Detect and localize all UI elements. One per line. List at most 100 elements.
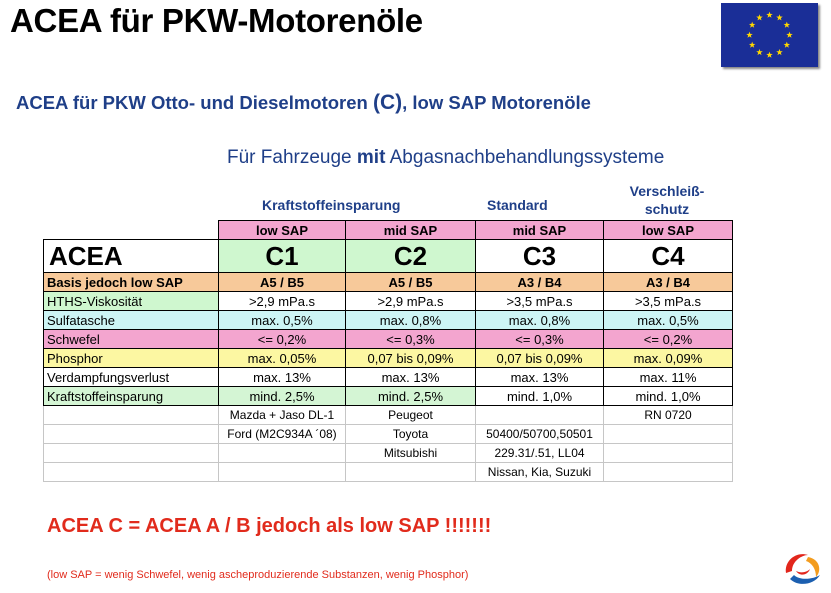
sap-c1: low SAP xyxy=(218,220,346,240)
footnote-text: (low SAP = wenig Schwefel, wenig aschepr… xyxy=(47,569,469,581)
sap-c4: low SAP xyxy=(603,220,733,240)
table-cell: max. 0,09% xyxy=(603,348,733,368)
spec-cell: Nissan, Kia, Suzuki xyxy=(475,462,604,482)
spec-cell: 229.31/.51, LL04 xyxy=(475,443,604,463)
sap-empty-cell xyxy=(44,221,219,240)
vehicles-prefix: Für Fahrzeuge xyxy=(227,147,357,168)
table-cell: mind. 1,0% xyxy=(603,386,733,406)
vehicles-suffix: Abgasnachbehandlungssysteme xyxy=(385,147,665,168)
star-icon xyxy=(746,31,753,38)
table-cell: mind. 2,5% xyxy=(218,386,346,406)
group-wear-protection: Verschleiß- schutz xyxy=(612,182,722,218)
class-row: ACEA C1 C2 C3 C4 xyxy=(43,239,733,273)
spec-cell xyxy=(43,424,219,444)
page-title: ACEA für PKW-Motorenöle xyxy=(10,2,423,39)
spec-cell: Toyota xyxy=(345,424,476,444)
star-icon xyxy=(783,21,791,28)
table-cell: <= 0,3% xyxy=(345,329,476,349)
class-label: ACEA xyxy=(43,239,219,273)
table-cell: <= 0,3% xyxy=(475,329,604,349)
basis-c1: A5 / B5 xyxy=(218,272,346,292)
spec-row: Nissan, Kia, Suzuki xyxy=(43,462,733,482)
basis-c4: A3 / B4 xyxy=(603,272,733,292)
acea-table: low SAP mid SAP mid SAP low SAP ACEA C1 … xyxy=(43,220,733,482)
group-standard: Standard xyxy=(487,197,548,213)
basis-label: Basis jedoch low SAP xyxy=(43,272,219,292)
star-icon xyxy=(776,48,783,56)
table-cell: 0,07 bis 0,09% xyxy=(345,348,476,368)
row-label: Phosphor xyxy=(43,348,219,368)
row-label: Kraftstoffeinsparung xyxy=(43,386,219,406)
fuel-saving-row: Kraftstoffeinsparung mind. 2,5% mind. 2,… xyxy=(43,386,733,406)
spec-cell xyxy=(603,462,733,482)
table-cell: max. 0,8% xyxy=(345,310,476,330)
table-cell: >3,5 mPa.s xyxy=(603,291,733,311)
basis-c2: A5 / B5 xyxy=(345,272,476,292)
table-cell: >3,5 mPa.s xyxy=(475,291,604,311)
spec-cell xyxy=(43,443,219,463)
table-cell: max. 13% xyxy=(345,367,476,387)
spec-cell xyxy=(43,405,219,425)
star-icon xyxy=(783,41,791,48)
spec-row: Ford (M2C934A ´08) Toyota 50400/50700,50… xyxy=(43,424,733,444)
table-cell: max. 13% xyxy=(218,367,346,387)
star-icon xyxy=(756,14,763,21)
class-c4: C4 xyxy=(603,239,733,273)
row-label: Sulfatasche xyxy=(43,310,219,330)
spec-cell xyxy=(603,443,733,463)
spec-cell: 50400/50700,50501 xyxy=(475,424,604,444)
table-cell: max. 0,05% xyxy=(218,348,346,368)
star-icon xyxy=(776,14,783,21)
star-icon xyxy=(748,41,756,48)
table-cell: <= 0,2% xyxy=(218,329,346,349)
spec-row: Mazda + Jaso DL-1 Peugeot RN 0720 xyxy=(43,405,733,425)
star-icon xyxy=(766,11,773,18)
table-cell: max. 11% xyxy=(603,367,733,387)
table-cell: 0,07 bis 0,09% xyxy=(475,348,604,368)
sulfated-ash-row: Sulfatasche max. 0,5% max. 0,8% max. 0,8… xyxy=(43,310,733,330)
vehicles-bold: mit xyxy=(356,147,386,168)
basis-row: Basis jedoch low SAP A5 / B5 A5 / B5 A3 … xyxy=(43,272,733,292)
class-c2: C2 xyxy=(345,239,476,273)
vehicles-heading: Für Fahrzeuge mit Abgasnachbehandlungssy… xyxy=(227,147,664,169)
evaporation-row: Verdampfungsverlust max. 13% max. 13% ma… xyxy=(43,367,733,387)
spec-cell: Peugeot xyxy=(345,405,476,425)
section-subtitle: ACEA für PKW Otto- und Dieselmotoren (C)… xyxy=(16,91,591,115)
table-cell: max. 0,5% xyxy=(603,310,733,330)
group-fuel-saving: Kraftstoffeinsparung xyxy=(262,197,401,213)
table-cell: mind. 2,5% xyxy=(345,386,476,406)
star-icon xyxy=(756,48,763,56)
spec-cell: Ford (M2C934A ´08) xyxy=(218,424,346,444)
sap-row: low SAP mid SAP mid SAP low SAP xyxy=(44,220,733,240)
table-cell: >2,9 mPa.s xyxy=(218,291,346,311)
star-icon xyxy=(786,31,793,38)
table-cell: max. 0,8% xyxy=(475,310,604,330)
sap-c2: mid SAP xyxy=(345,220,476,240)
spec-cell xyxy=(345,462,476,482)
star-icon xyxy=(748,21,756,28)
row-label: Verdampfungsverlust xyxy=(43,367,219,387)
spec-cell xyxy=(603,424,733,444)
total-logo-icon xyxy=(785,554,820,584)
subtitle-prefix: ACEA für PKW Otto- und Dieselmotoren xyxy=(16,92,373,113)
subtitle-c: (C) xyxy=(372,91,403,114)
table-cell: mind. 1,0% xyxy=(475,386,604,406)
class-c1: C1 xyxy=(218,239,346,273)
sap-c3: mid SAP xyxy=(475,220,604,240)
spec-cell: Mitsubishi xyxy=(345,443,476,463)
hths-row: HTHS-Viskosität >2,9 mPa.s >2,9 mPa.s >3… xyxy=(43,291,733,311)
group-wear-line1: Verschleiß- xyxy=(629,183,705,199)
group-wear-line2: schutz xyxy=(644,201,690,217)
basis-c3: A3 / B4 xyxy=(475,272,604,292)
eu-flag-svg xyxy=(746,11,793,58)
table-cell: >2,9 mPa.s xyxy=(345,291,476,311)
phosphor-row: Phosphor max. 0,05% 0,07 bis 0,09% 0,07 … xyxy=(43,348,733,368)
spec-cell xyxy=(43,462,219,482)
table-cell: max. 0,5% xyxy=(218,310,346,330)
class-c3: C3 xyxy=(475,239,604,273)
spec-row: Mitsubishi 229.31/.51, LL04 xyxy=(43,443,733,463)
row-label: Schwefel xyxy=(43,329,219,349)
spec-cell xyxy=(218,443,346,463)
spec-cell xyxy=(475,405,604,425)
subtitle-suffix: , low SAP Motorenöle xyxy=(402,92,591,113)
